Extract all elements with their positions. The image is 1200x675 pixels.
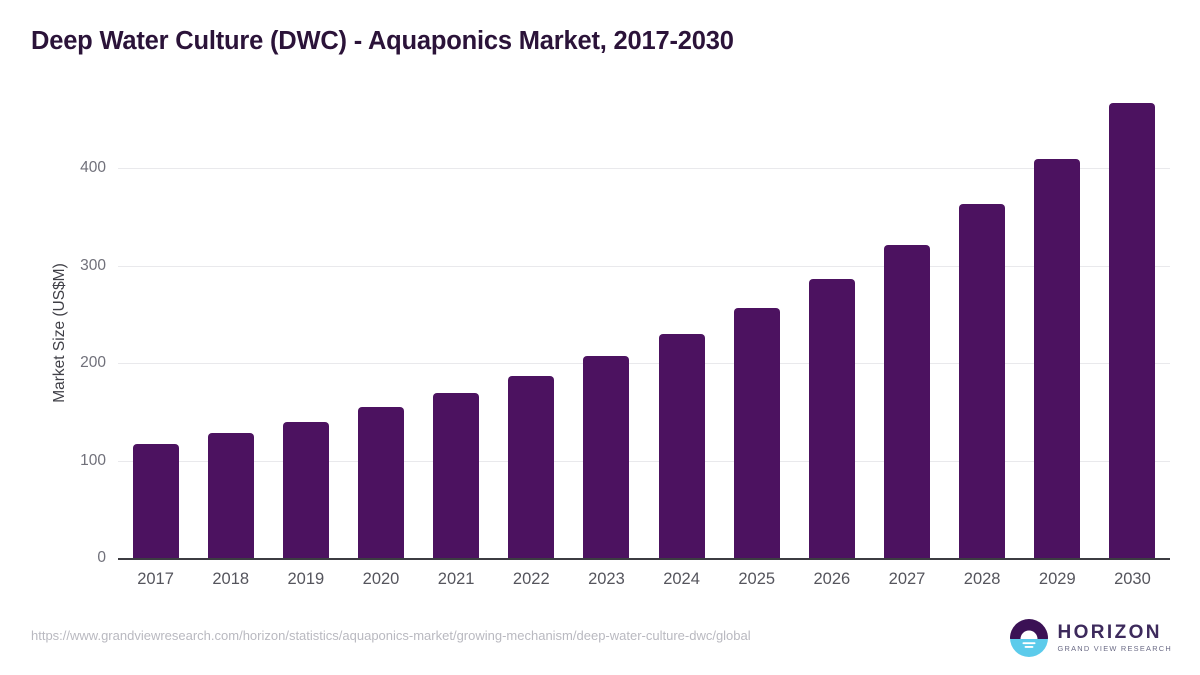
x-tick-label: 2022 — [512, 570, 550, 588]
x-tick-label: 2025 — [738, 570, 776, 588]
bar-2020[interactable] — [358, 406, 404, 558]
bar-2018[interactable] — [207, 433, 254, 558]
bar-2025[interactable] — [733, 308, 780, 558]
y-tick-label: 400 — [80, 159, 106, 176]
plot-area: Market Size (US$M) 0 100 200 300 400 — [51, 90, 1170, 566]
page-title: Deep Water Culture (DWC) - Aquaponics Ma… — [31, 27, 734, 55]
x-tick-label: 2021 — [437, 570, 475, 588]
gridline-400 — [118, 168, 1170, 169]
bar-2022[interactable] — [508, 375, 555, 558]
x-axis-line — [118, 558, 1170, 560]
x-tick-label: 2027 — [888, 570, 926, 588]
x-tick-label: 2017 — [137, 570, 174, 588]
bar-2019[interactable] — [282, 421, 329, 558]
bar-2029[interactable] — [1034, 159, 1081, 558]
y-tick-label: 300 — [80, 256, 106, 274]
x-tick-label: 2023 — [588, 570, 625, 588]
bar-2017[interactable] — [132, 443, 179, 558]
gridline-200 — [118, 363, 1170, 364]
y-tick-label: 100 — [80, 451, 106, 469]
x-tick-label: 2028 — [963, 570, 1001, 588]
y-tick-label: 0 — [97, 549, 106, 566]
x-tick-label: 2029 — [1038, 570, 1076, 588]
brand-logo: HORIZON GRAND VIEW RESEARCH — [1010, 619, 1172, 657]
x-tick-label: 2020 — [362, 570, 400, 588]
x-tick-label: 2030 — [1114, 570, 1151, 588]
bar-2027[interactable] — [884, 245, 930, 558]
y-tick-label: 200 — [80, 354, 106, 371]
bar-2028[interactable] — [959, 204, 1006, 558]
horizon-sun-icon — [1010, 619, 1049, 657]
x-tick-label: 2024 — [663, 570, 700, 588]
bar-2026[interactable] — [808, 279, 855, 558]
y-axis-title: Market Size (US$M) — [51, 263, 68, 403]
source-url[interactable]: https://www.grandviewresearch.com/horizo… — [31, 628, 751, 643]
gridline-100 — [118, 460, 1170, 462]
gridline-300 — [118, 265, 1170, 267]
bar-2023[interactable] — [583, 356, 630, 558]
brand-name: HORIZON — [1057, 622, 1162, 644]
bar-2030[interactable] — [1109, 102, 1156, 558]
brand-logo-text: HORIZON GRAND VIEW RESEARCH — [1057, 623, 1172, 652]
brand-tagline: GRAND VIEW RESEARCH — [1057, 644, 1172, 654]
x-tick-label: 2026 — [813, 570, 851, 588]
x-tick-label: 2018 — [212, 570, 250, 588]
bar-2021[interactable] — [433, 393, 480, 558]
x-tick-label: 2019 — [287, 570, 325, 588]
horizon-sun-icon-svg — [1010, 619, 1049, 657]
bar-2024[interactable] — [658, 333, 705, 558]
